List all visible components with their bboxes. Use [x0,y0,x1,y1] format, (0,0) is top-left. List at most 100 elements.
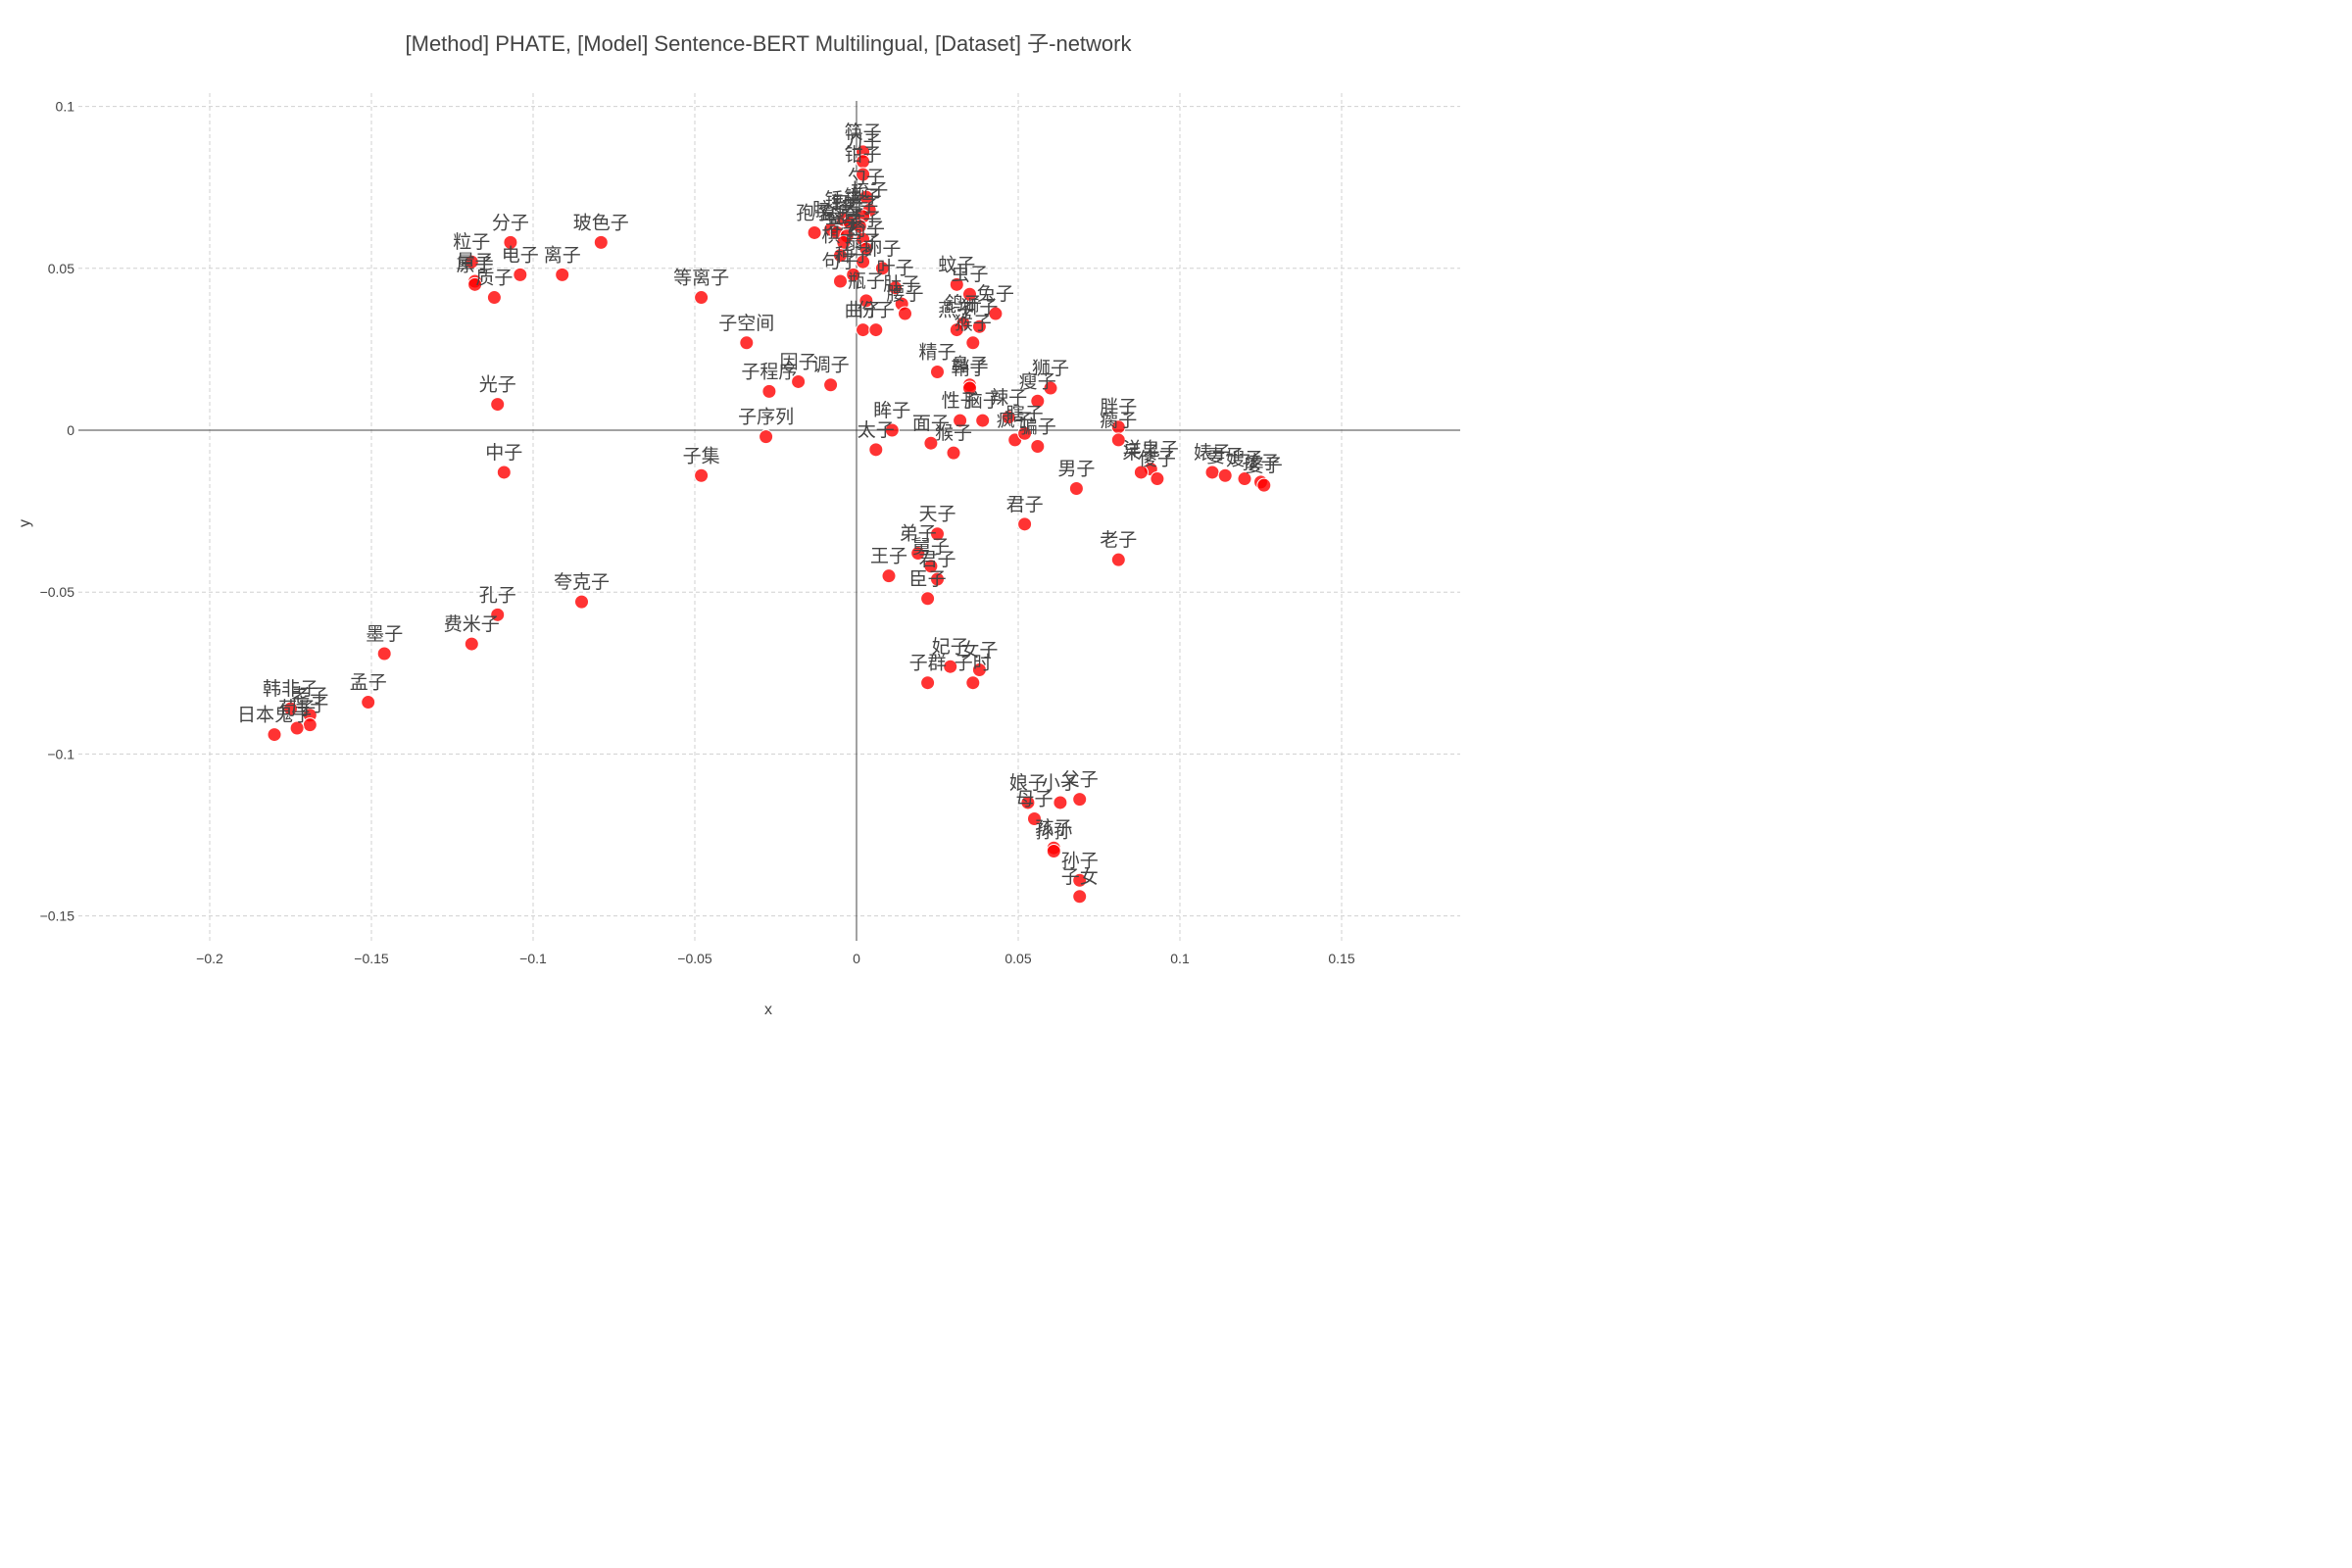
data-label: 嫂子 [1226,449,1263,470]
data-point [930,571,945,587]
data-label: 墨子 [366,623,403,645]
data-point [574,594,589,610]
data-point [761,383,777,399]
data-point [283,701,298,716]
data-label: 子程序 [741,361,797,382]
data-label: 孟子 [350,672,387,694]
data-point [946,445,961,461]
data-label: 舅子 [912,536,950,558]
data-point [965,335,981,351]
x-tick-label: 0 [853,951,860,966]
data-point [930,365,945,380]
data-label: 瘸子 [1100,410,1137,431]
data-label: 筷子 [845,122,882,143]
data-label: 夹子 [841,196,878,218]
data-point [884,422,900,438]
data-label: 孩子 [1035,817,1072,839]
data-label: 狮子 [960,296,998,318]
data-point [910,546,926,562]
data-label: 猴子 [955,313,992,334]
data-point [923,559,939,574]
data-label: 婆子 [1246,455,1283,476]
data-label: 骗子 [1019,416,1056,438]
data-point [1020,795,1036,810]
data-label: 腰子 [886,283,923,305]
data-point [1001,410,1016,425]
data-point [943,659,958,674]
data-label: 母子 [1015,788,1053,809]
data-point [1204,465,1220,480]
data-label: 傻子 [1139,449,1176,470]
data-point [949,322,964,338]
data-label: 狮子 [1032,358,1069,379]
data-label: 等离子 [673,268,729,289]
x-axis-title: x [764,1002,772,1018]
data-label: 钳子 [845,144,882,166]
data-label: 韩非子 [263,678,318,700]
data-point [1133,465,1149,480]
data-label: 盘子 [828,206,865,227]
data-label: 中子 [485,442,522,464]
data-label: 卵子 [863,238,901,260]
data-point [555,267,570,282]
data-label: 子空间 [718,313,774,334]
data-label: 孩子 [1242,452,1279,473]
data-point [1110,552,1126,567]
data-label: 质子 [475,268,513,289]
data-label: 瞎子 [1006,403,1044,424]
data-label: 鸽子 [945,293,982,315]
data-label: 扇子 [845,231,882,253]
y-axis-ticks: 0.1 0.05 0 −0.05 −0.1 −0.15 [40,99,75,924]
data-label: 日本鬼子 [237,705,312,726]
data-label: 椅子 [848,219,885,240]
data-point [1043,380,1058,396]
data-point [1110,432,1126,448]
data-point [376,646,392,662]
data-point [823,377,839,393]
data-point [1046,844,1061,859]
data-label: 瘦子 [1019,370,1056,392]
data-point [1027,810,1042,826]
data-label: 太子 [858,419,895,441]
data-label: 子序列 [738,407,794,428]
data-point [467,276,483,292]
data-point [593,234,609,250]
data-point [846,267,861,282]
data-point [868,322,884,338]
data-label: 刀子 [845,131,882,153]
data-label: 子群 [909,653,947,674]
data-label: 棋子 [821,225,858,247]
data-point [1053,795,1068,810]
data-label: 妃子 [932,636,969,658]
data-point [858,293,874,309]
data-point [1030,393,1046,409]
data-label: 瓶子 [848,270,885,292]
data-label: 女子 [960,639,998,661]
data-label: 粒子 [453,231,490,253]
data-point [949,276,964,292]
zero-lines [78,101,1460,941]
data-point [975,413,991,428]
data-point [988,306,1004,321]
data-label: 子时 [955,653,992,674]
data-point [490,607,506,622]
x-tick-label: 0.15 [1328,951,1354,966]
chart-title: [Method] PHATE, [Model] Sentence-BERT Mu… [406,31,1133,56]
data-label: 老子 [1100,529,1137,551]
data-point [962,380,977,396]
data-point [464,254,479,270]
data-label: 盒子 [818,202,856,223]
data-point [1072,792,1088,808]
data-label: 臣子 [909,568,947,590]
data-label: 梳子 [851,179,888,201]
data-point [490,397,506,413]
data-point [289,720,305,736]
x-tick-label: 0.1 [1170,951,1190,966]
data-label: 子女 [1061,866,1099,888]
data-point [759,429,774,445]
data-label: 电子 [502,244,539,266]
data-label: 锤子 [825,189,862,211]
data-label: 原子 [457,254,494,275]
data-point [1256,477,1272,493]
data-label: 天子 [918,504,956,525]
